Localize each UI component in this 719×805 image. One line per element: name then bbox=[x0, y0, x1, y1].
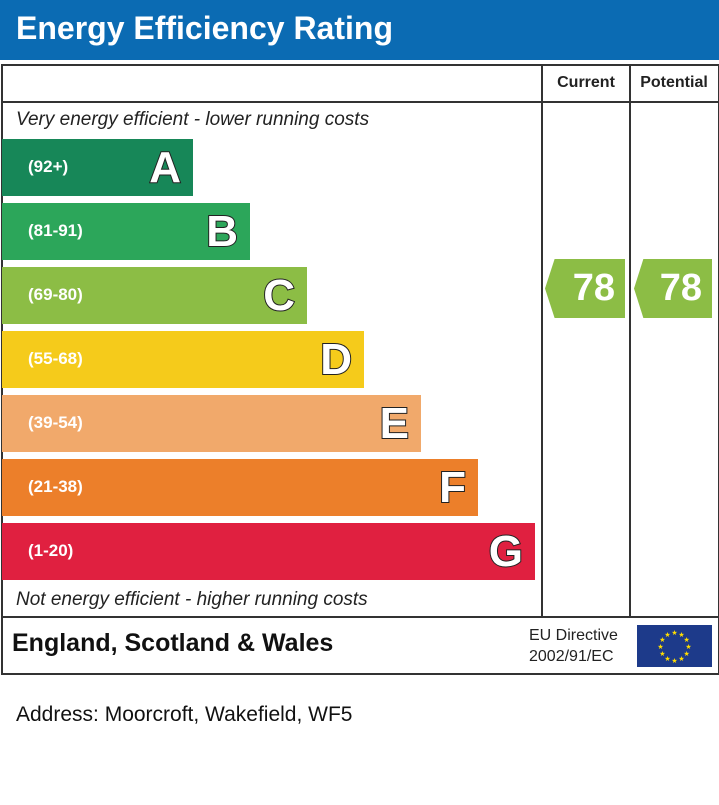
band-range: (69-80) bbox=[28, 285, 83, 304]
band-d: (55-68) D bbox=[2, 331, 364, 388]
band-c: (69-80) C bbox=[2, 267, 307, 324]
band-a: (92+) A bbox=[2, 139, 193, 196]
bottom-note: Not energy efficient - higher running co… bbox=[16, 589, 368, 610]
band-range: (21-38) bbox=[28, 477, 83, 496]
eu-flag-icon: ★ ★ ★ ★ ★ ★ ★ ★ ★ ★ ★ ★ bbox=[637, 625, 712, 667]
band-letter: E bbox=[379, 398, 410, 449]
address: Address: Moorcroft, Wakefield, WF5 bbox=[16, 703, 353, 726]
divider bbox=[1, 616, 718, 618]
svg-text:★: ★ bbox=[685, 643, 691, 651]
band-range: (55-68) bbox=[28, 349, 83, 368]
svg-text:★: ★ bbox=[659, 650, 665, 658]
region-label: England, Scotland & Wales bbox=[12, 629, 334, 657]
divider bbox=[1, 101, 718, 103]
band-f: (21-38) F bbox=[2, 459, 478, 516]
band-letter: C bbox=[262, 270, 296, 321]
svg-text:★: ★ bbox=[678, 655, 684, 663]
top-note: Very energy efficient - lower running co… bbox=[16, 109, 370, 130]
svg-text:★: ★ bbox=[683, 650, 689, 658]
current-rating-value: 78 bbox=[572, 267, 615, 309]
svg-text:★: ★ bbox=[678, 631, 684, 639]
title-banner: Energy Efficiency Rating bbox=[0, 0, 719, 60]
band-letter: D bbox=[319, 334, 353, 385]
band-range: (39-54) bbox=[28, 413, 83, 432]
svg-text:★: ★ bbox=[657, 643, 663, 651]
band-g: (1-20) G bbox=[2, 523, 535, 580]
current-rating-arrow: 78 bbox=[545, 259, 625, 318]
band-letter: B bbox=[205, 206, 239, 257]
svg-text:★: ★ bbox=[683, 636, 689, 644]
eu-directive-number: 2002/91/EC bbox=[529, 648, 614, 665]
band-range: (1-20) bbox=[28, 541, 74, 560]
svg-text:★: ★ bbox=[664, 631, 670, 639]
band-range: (92+) bbox=[28, 157, 69, 176]
svg-text:★: ★ bbox=[659, 636, 665, 644]
divider bbox=[629, 64, 631, 617]
potential-header: Potential bbox=[640, 74, 708, 91]
chart-title: Energy Efficiency Rating bbox=[16, 10, 393, 46]
band-letter: F bbox=[438, 462, 467, 513]
potential-rating-value: 78 bbox=[659, 267, 702, 309]
current-header: Current bbox=[557, 74, 615, 91]
eu-directive-label: EU Directive bbox=[529, 627, 618, 644]
band-range: (81-91) bbox=[28, 221, 83, 240]
band-b: (81-91) B bbox=[2, 203, 250, 260]
potential-rating-arrow: 78 bbox=[634, 259, 712, 318]
band-e: (39-54) E bbox=[2, 395, 421, 452]
band-letter: G bbox=[488, 526, 524, 577]
divider bbox=[541, 64, 543, 617]
svg-text:★: ★ bbox=[671, 629, 677, 637]
svg-text:★: ★ bbox=[671, 657, 677, 665]
svg-text:★: ★ bbox=[664, 655, 670, 663]
band-letter: A bbox=[148, 142, 182, 193]
